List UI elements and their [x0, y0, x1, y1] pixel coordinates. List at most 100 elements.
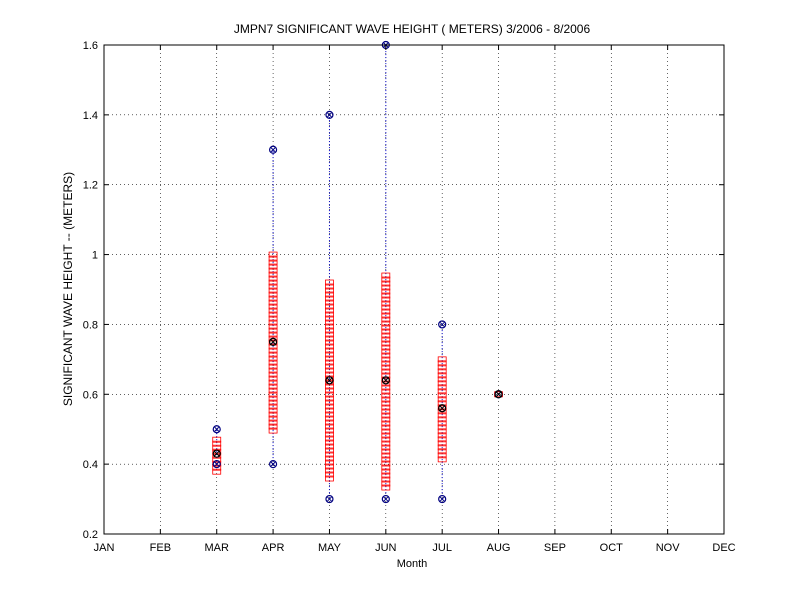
std-marker: [268, 259, 278, 266]
std-marker: [437, 432, 447, 439]
std-marker: [381, 432, 391, 439]
std-marker: [268, 411, 278, 418]
chart-title: JMPN7 SIGNIFICANT WAVE HEIGHT ( METERS) …: [234, 22, 591, 36]
std-marker: [437, 392, 447, 399]
mean-marker: [268, 337, 278, 346]
std-marker: [381, 468, 391, 475]
std-marker: [437, 452, 447, 459]
data-marks: [212, 40, 503, 504]
std-marker: [437, 424, 447, 431]
std-marker: [325, 287, 334, 294]
extreme-marker: [325, 494, 334, 504]
y-tick-label: 0.2: [83, 529, 98, 541]
std-marker: [381, 408, 391, 415]
std-marker: [325, 471, 334, 478]
std-marker: [437, 376, 447, 383]
extreme-marker-cross: [214, 426, 220, 432]
x-tick-label: APR: [262, 542, 285, 554]
std-marker: [437, 368, 447, 375]
std-marker: [325, 443, 334, 450]
std-marker: [325, 315, 334, 322]
std-marker: [212, 436, 222, 443]
std-marker: [325, 459, 334, 466]
extreme-marker-cross: [439, 322, 445, 327]
std-marker: [268, 287, 278, 294]
std-marker: [325, 419, 334, 426]
x-tick-label: JUN: [375, 542, 396, 554]
std-marker: [325, 319, 334, 326]
std-marker: [268, 343, 278, 350]
std-marker: [381, 296, 391, 303]
std-marker: [381, 280, 391, 287]
std-marker: [325, 339, 334, 346]
std-marker: [381, 360, 391, 367]
mean-marker: [325, 376, 334, 385]
std-marker: [268, 267, 278, 274]
std-marker: [268, 255, 278, 262]
std-marker: [268, 271, 278, 278]
std-marker: [381, 288, 391, 295]
std-marker: [381, 416, 391, 423]
std-marker: [381, 440, 391, 447]
x-tick-label: OCT: [600, 542, 624, 554]
month-group-mar: [212, 425, 222, 475]
std-marker: [325, 355, 334, 362]
std-marker: [381, 448, 391, 455]
std-marker: [325, 427, 334, 434]
std-marker: [381, 392, 391, 399]
std-marker: [437, 416, 447, 423]
std-marker: [437, 364, 447, 371]
std-marker: [325, 455, 334, 462]
std-marker: [381, 316, 391, 323]
std-marker: [381, 384, 391, 391]
y-tick-label: 0.6: [83, 389, 98, 401]
std-marker: [325, 331, 334, 338]
std-marker: [325, 307, 334, 314]
extreme-marker: [325, 110, 334, 119]
std-marker: [268, 251, 278, 258]
x-tick-label: NOV: [656, 542, 681, 554]
std-marker: [381, 420, 391, 427]
x-tick-label: FEB: [150, 542, 171, 554]
std-marker: [325, 395, 334, 402]
mean-marker-cross: [269, 338, 277, 346]
std-marker: [268, 327, 278, 334]
std-marker: [325, 467, 334, 474]
std-marker: [268, 399, 278, 406]
std-marker: [325, 335, 334, 342]
std-marker: [381, 464, 391, 471]
month-group-aug: [494, 390, 503, 399]
std-marker: [325, 463, 334, 470]
y-tick-label: 1: [92, 250, 98, 262]
std-marker: [381, 456, 391, 463]
std-marker: [437, 380, 447, 387]
std-marker: [437, 360, 447, 367]
std-marker: [268, 335, 278, 342]
std-marker: [268, 423, 278, 430]
std-marker: [437, 396, 447, 403]
std-marker: [381, 412, 391, 419]
x-tick-label: AUG: [487, 542, 511, 554]
std-marker: [381, 388, 391, 395]
std-marker: [437, 440, 447, 447]
mean-marker: [381, 376, 390, 385]
std-marker: [325, 391, 334, 398]
extreme-marker-cross: [214, 461, 220, 467]
std-marker: [268, 363, 278, 370]
std-marker: [268, 279, 278, 286]
x-tick-label: SEP: [544, 542, 566, 554]
x-tick-label: JAN: [94, 542, 115, 554]
std-marker: [437, 448, 447, 455]
std-marker: [268, 307, 278, 314]
std-marker: [437, 400, 447, 407]
std-marker: [325, 279, 334, 286]
std-marker: [381, 328, 391, 335]
std-marker: [381, 312, 391, 319]
std-marker: [268, 303, 278, 310]
extreme-marker-cross: [270, 147, 276, 153]
mean-marker: [438, 404, 447, 413]
std-marker: [325, 387, 334, 394]
extreme-marker-cross: [327, 496, 332, 502]
std-marker: [381, 332, 391, 339]
std-marker: [325, 363, 334, 370]
